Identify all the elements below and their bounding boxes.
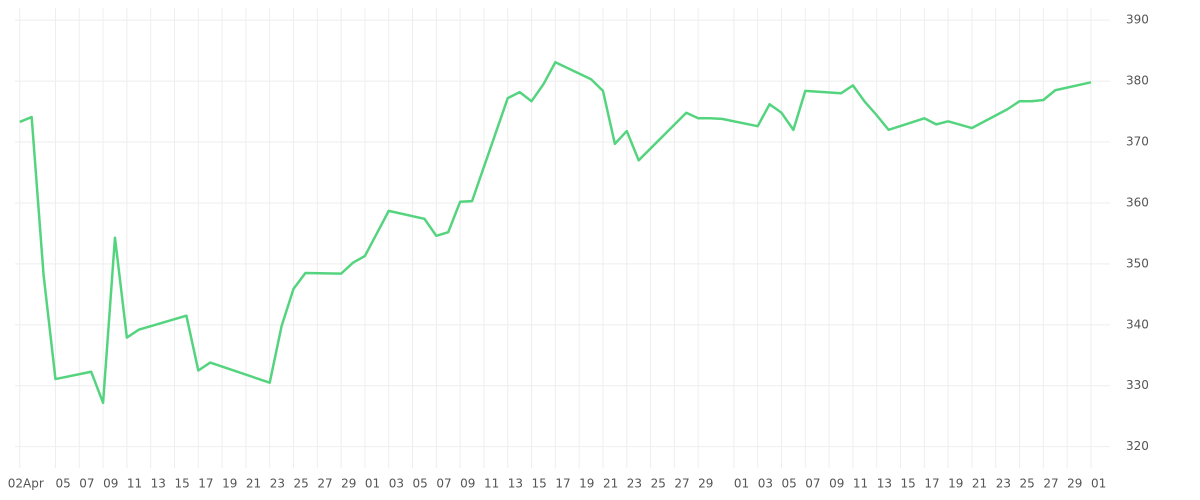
x-tick-label: 07: [805, 477, 820, 491]
x-tick-label: 17: [198, 477, 213, 491]
x-tick-label: 05: [55, 477, 70, 491]
x-tick-label: 09: [103, 477, 118, 491]
x-tick-label: 21: [972, 477, 987, 491]
x-tick-label: 13: [508, 477, 523, 491]
x-tick-label: 21: [603, 477, 618, 491]
x-tick-label: 09: [829, 477, 844, 491]
x-tick-label: 29: [1067, 477, 1082, 491]
x-tick-label: 27: [674, 477, 689, 491]
x-tick-label: 29: [698, 477, 713, 491]
y-tick-label: 350: [1126, 256, 1149, 270]
x-tick-label: 13: [151, 477, 166, 491]
x-tick-label: 07: [436, 477, 451, 491]
y-tick-label: 380: [1126, 74, 1149, 88]
x-tick-label: 23: [270, 477, 285, 491]
x-tick-label: 27: [317, 477, 332, 491]
x-tick-label: 19: [948, 477, 963, 491]
x-tick-label: 21: [246, 477, 261, 491]
x-tick-label: 01: [734, 477, 749, 491]
y-tick-label: 320: [1126, 439, 1149, 453]
x-tick-label: 01: [365, 477, 380, 491]
x-tick-label: 19: [222, 477, 237, 491]
x-tick-label: 23: [996, 477, 1011, 491]
y-tick-label: 390: [1126, 13, 1149, 27]
x-tick-label: 17: [924, 477, 939, 491]
x-tick-label: 05: [782, 477, 797, 491]
x-tick-label: 03: [389, 477, 404, 491]
x-tick-label: 15: [532, 477, 547, 491]
x-tick-label: 01: [1091, 477, 1106, 491]
x-tick-label: 11: [853, 477, 868, 491]
x-tick-label: 13: [877, 477, 892, 491]
x-tick-label: 29: [341, 477, 356, 491]
x-tick-label: 11: [127, 477, 142, 491]
x-tick-label: 23: [627, 477, 642, 491]
x-tick-label: 19: [579, 477, 594, 491]
x-tick-label: 05: [413, 477, 428, 491]
y-tick-label: 360: [1126, 195, 1149, 209]
x-tick-label: 09: [460, 477, 475, 491]
x-tick-label: 25: [294, 477, 309, 491]
x-tick-label: 25: [651, 477, 666, 491]
x-tick-label: 17: [555, 477, 570, 491]
x-tick-label: 15: [901, 477, 916, 491]
line-series: [19, 60, 1092, 405]
x-tick-label: 07: [79, 477, 94, 491]
y-tick-label: 340: [1126, 317, 1149, 331]
x-tick-label: 15: [174, 477, 189, 491]
x-tick-label: 25: [1020, 477, 1035, 491]
y-tick-label: 330: [1126, 378, 1149, 392]
x-tick-label: 27: [1043, 477, 1058, 491]
y-tick-label: 370: [1126, 135, 1149, 149]
x-tick-label: 02Apr: [8, 477, 44, 491]
x-tick-label: 03: [758, 477, 773, 491]
x-tick-label: 11: [484, 477, 499, 491]
